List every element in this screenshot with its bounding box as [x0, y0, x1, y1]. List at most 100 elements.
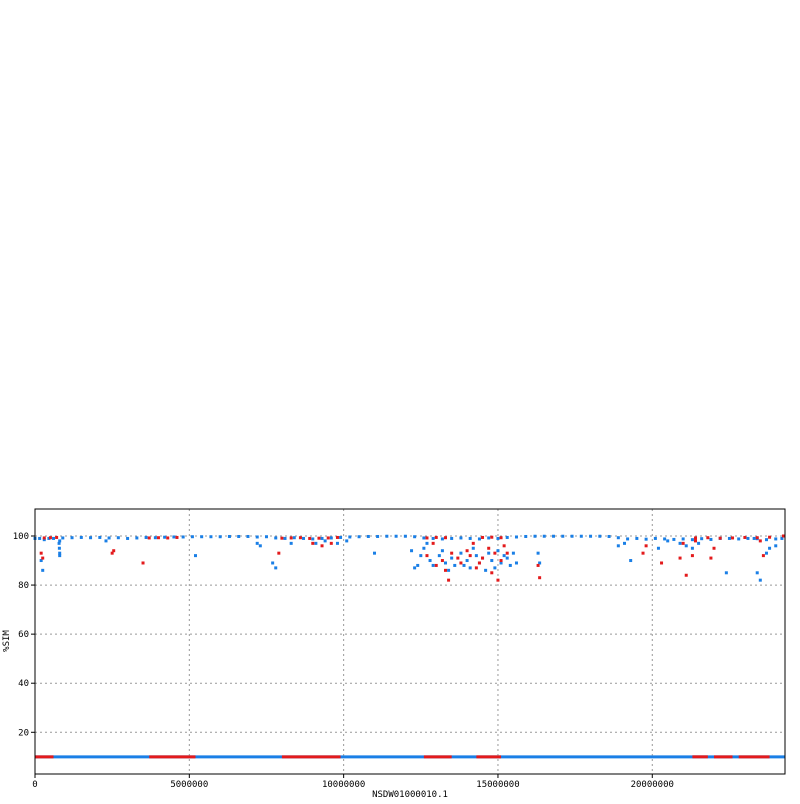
data-point-blue [459, 551, 463, 555]
data-point-blue [425, 541, 429, 545]
data-point-red [431, 541, 435, 545]
data-point-blue [323, 539, 327, 543]
data-point-red [660, 561, 664, 565]
data-point-blue [468, 536, 472, 540]
data-point-blue [385, 534, 389, 538]
data-point-blue [366, 534, 370, 538]
data-point-red [447, 578, 451, 582]
data-point-blue [329, 536, 333, 540]
x-axis-label: NSDW01000010.1 [372, 790, 448, 800]
data-point-blue [348, 535, 352, 539]
data-point-blue [190, 535, 194, 539]
data-point-red [425, 536, 429, 540]
data-point-blue [289, 541, 293, 545]
data-point-blue [623, 541, 627, 545]
data-point-blue [428, 559, 432, 563]
data-point-red [110, 551, 114, 555]
data-point-blue [505, 556, 509, 560]
data-point-red [499, 536, 503, 540]
data-point-red [641, 551, 645, 555]
data-point-blue [635, 536, 639, 540]
data-point-blue [227, 534, 231, 538]
data-point-blue [135, 536, 139, 540]
data-point-blue [450, 556, 454, 560]
data-point-blue [116, 536, 120, 540]
data-point-red [434, 563, 438, 567]
data-point-blue [681, 537, 685, 541]
data-point-blue [690, 538, 694, 542]
data-point-blue [98, 535, 102, 539]
data-point-blue [780, 536, 784, 540]
data-point-blue [672, 537, 676, 541]
data-point-blue [52, 536, 56, 540]
data-point-red [681, 541, 685, 545]
data-point-blue [487, 551, 491, 555]
data-point-blue [274, 536, 278, 540]
data-point-blue [264, 535, 268, 539]
y-tick-label: 100 [13, 532, 29, 542]
data-point-blue [57, 546, 61, 550]
x-tick-label: 10000000 [322, 780, 365, 790]
data-point-blue [70, 536, 74, 540]
data-point-blue [57, 541, 61, 545]
data-point-blue [629, 559, 633, 563]
data-point-red [743, 535, 747, 539]
data-point-blue [255, 541, 259, 545]
data-point-blue [462, 563, 466, 567]
data-point-red [481, 535, 485, 539]
data-point-blue [357, 535, 361, 539]
data-point-blue [373, 551, 377, 555]
data-point-red [317, 536, 321, 540]
data-point-blue [598, 534, 602, 538]
data-point-red [761, 554, 765, 558]
data-point-blue [193, 554, 197, 558]
data-point-blue [561, 534, 565, 538]
data-point-red [39, 551, 43, 555]
y-tick-label: 20 [18, 728, 29, 738]
data-point-blue [440, 549, 444, 553]
data-point-red [758, 539, 762, 543]
data-point-blue [484, 568, 488, 572]
data-point-red [48, 536, 52, 540]
data-point-blue [431, 563, 435, 567]
data-point-blue [38, 536, 42, 540]
data-point-blue [690, 546, 694, 550]
data-point-blue [339, 535, 343, 539]
data-point-blue [709, 537, 713, 541]
data-point-red [490, 535, 494, 539]
data-point-blue [697, 541, 701, 545]
data-point-red [311, 541, 315, 545]
data-point-blue [616, 544, 620, 548]
data-point-blue [104, 539, 108, 543]
data-point-blue [700, 537, 704, 541]
data-point-blue [394, 534, 398, 538]
plot-frame [34, 508, 786, 775]
data-point-blue [172, 535, 176, 539]
data-point-red [496, 578, 500, 582]
data-point-blue [468, 566, 472, 570]
data-point-blue [283, 536, 287, 540]
data-point-blue [570, 534, 574, 538]
data-point-blue [653, 536, 657, 540]
data-point-blue [447, 568, 451, 572]
data-point-blue [61, 536, 65, 540]
data-point-red [768, 535, 772, 539]
data-point-red [434, 535, 438, 539]
data-point-blue [607, 534, 611, 538]
data-point-blue [764, 551, 768, 555]
data-point-red [42, 536, 46, 540]
data-point-blue [508, 563, 512, 567]
data-point-blue [514, 535, 518, 539]
data-point-red [718, 536, 722, 540]
data-point-blue [431, 536, 435, 540]
data-point-blue [237, 534, 241, 538]
data-point-blue [335, 541, 339, 545]
data-point-blue [496, 549, 500, 553]
data-point-red [456, 556, 460, 560]
data-point-blue [538, 561, 542, 565]
data-point-red [141, 561, 145, 565]
data-point-blue [153, 536, 157, 540]
data-point-blue [345, 539, 349, 543]
data-point-blue [684, 544, 688, 548]
